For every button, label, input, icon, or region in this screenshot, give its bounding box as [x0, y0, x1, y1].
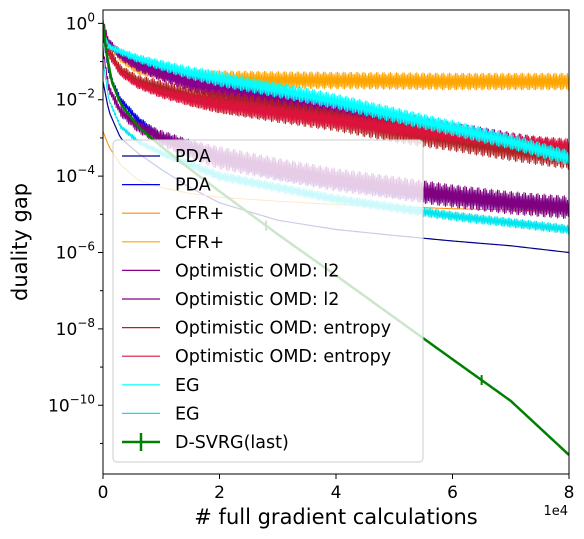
- legend-box: [112, 139, 424, 463]
- legend-label-5: Optimistic OMD: l2: [175, 290, 339, 310]
- legend-label-8: EG: [175, 376, 200, 396]
- legend-label-0: PDA: [175, 147, 211, 167]
- legend-label-10: D-SVRG(last): [175, 433, 289, 453]
- x-tick-label-3: 6: [447, 483, 458, 503]
- x-tick-label-0: 0: [98, 483, 109, 503]
- x-axis-offset-label: 1e4: [543, 504, 568, 519]
- x-axis-label: # full gradient calculations: [194, 505, 477, 529]
- series-line-8: [103, 29, 569, 165]
- legend-label-1: PDA: [175, 176, 211, 196]
- x-tick-label-2: 4: [331, 483, 342, 503]
- y-tick-label-4: 10−8: [56, 316, 95, 340]
- legend-label-4: Optimistic OMD: l2: [175, 261, 339, 281]
- legend-label-9: EG: [175, 404, 200, 424]
- y-axis-label: duality gap: [8, 183, 32, 301]
- legend-label-6: Optimistic OMD: entropy: [175, 319, 391, 339]
- y-axis: 100 10−2 10−4 10−6 10−8 10−10: [48, 10, 103, 444]
- y-tick-label-3: 10−6: [56, 240, 95, 264]
- x-tick-label-4: 8: [564, 483, 575, 503]
- y-tick-label-2: 10−4: [56, 163, 95, 187]
- y-tick-label-5: 10−10: [48, 392, 95, 416]
- y-tick-label-1: 10−2: [56, 87, 95, 111]
- x-tick-label-1: 2: [214, 483, 225, 503]
- legend-label-7: Optimistic OMD: entropy: [175, 347, 391, 367]
- legend: PDA PDA CFR+ CFR+ Optimistic OMD: l2 Optimist…: [112, 139, 424, 463]
- y-tick-label-0: 100: [66, 10, 95, 34]
- legend-label-2: CFR+: [175, 204, 224, 224]
- legend-label-3: CFR+: [175, 233, 224, 253]
- x-axis: 0 2 4 6 8: [98, 474, 575, 503]
